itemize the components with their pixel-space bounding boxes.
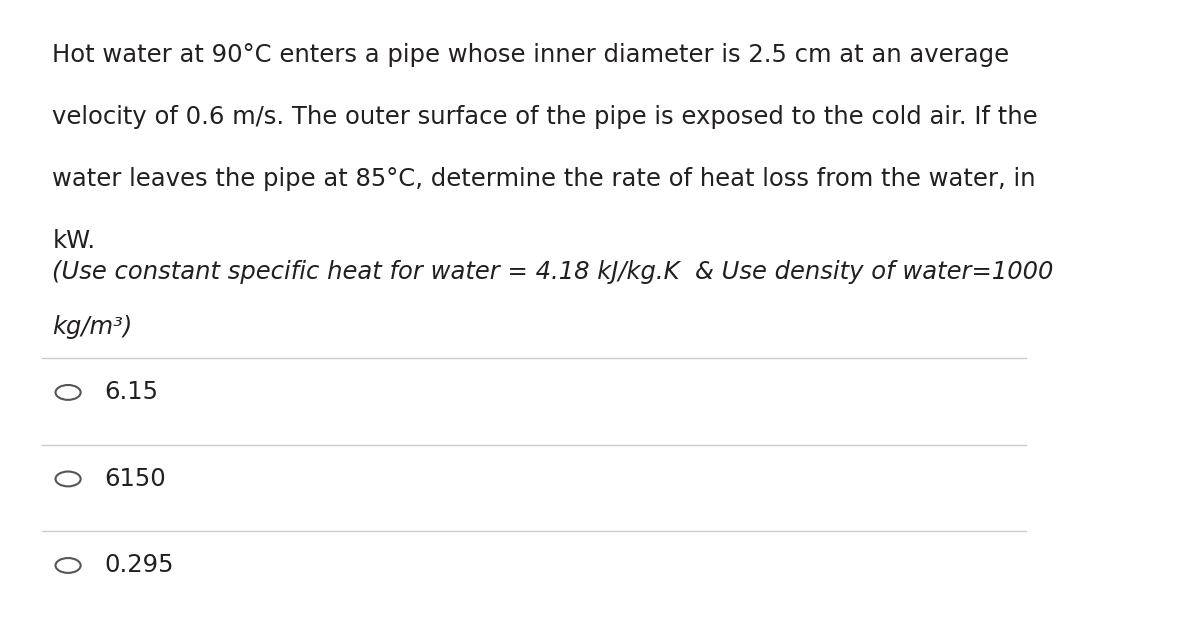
Text: 0.295: 0.295	[105, 554, 175, 577]
Text: velocity of 0.6 m/s. The outer surface of the pipe is exposed to the cold air. I: velocity of 0.6 m/s. The outer surface o…	[52, 105, 1038, 129]
Text: Hot water at 90°C enters a pipe whose inner diameter is 2.5 cm at an average: Hot water at 90°C enters a pipe whose in…	[52, 43, 1010, 67]
Text: 6.15: 6.15	[105, 381, 159, 404]
Text: kW.: kW.	[52, 229, 96, 253]
Text: 6150: 6150	[105, 467, 166, 491]
Text: kg/m³): kg/m³)	[52, 315, 132, 339]
Text: water leaves the pipe at 85°C, determine the rate of heat loss from the water, i: water leaves the pipe at 85°C, determine…	[52, 167, 1036, 191]
Text: (Use constant specific heat for water = 4.18 kJ/kg.K  & Use density of water=100: (Use constant specific heat for water = …	[52, 260, 1054, 284]
